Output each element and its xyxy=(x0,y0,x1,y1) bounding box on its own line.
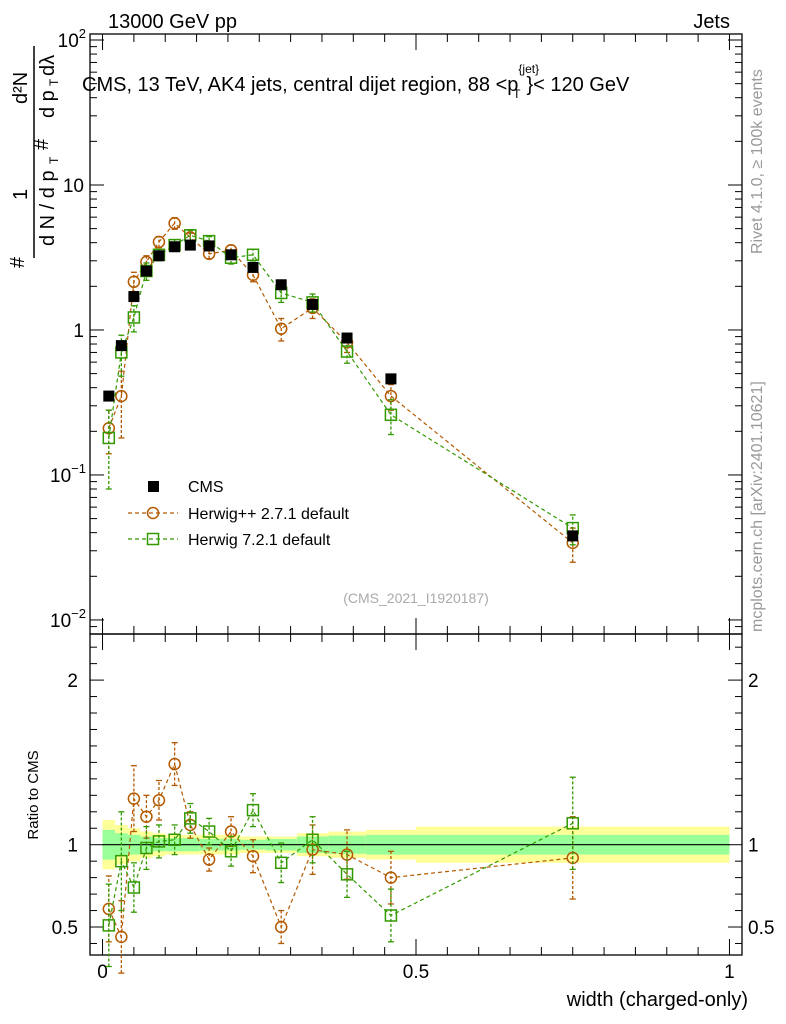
cms-point xyxy=(567,530,579,542)
legend-label-herwig7: Herwig 7.2.1 default xyxy=(188,532,331,549)
cms-point xyxy=(225,249,237,261)
legend-label-cms: CMS xyxy=(188,479,224,496)
main-y-tick-label: 10 xyxy=(63,176,84,197)
header-right: Jets xyxy=(693,11,730,33)
herwig7-point xyxy=(102,431,116,445)
header-left: 13000 GeV pp xyxy=(108,11,237,33)
cms-point xyxy=(307,298,319,310)
ratio-herwig7-point xyxy=(384,909,398,922)
ratio-y-tick-label-right: 1 xyxy=(748,836,759,857)
ratio-herwigpp-point xyxy=(127,792,141,805)
ratio-herwig7-point xyxy=(102,919,116,932)
side-text-rivet: Rivet 4.1.0, ≥ 100k events xyxy=(749,69,766,254)
cms-point xyxy=(115,340,127,352)
ylabel-dpt-sub: T xyxy=(47,78,61,86)
main-y-tick-label: 102 xyxy=(58,26,86,52)
herwigpp-line xyxy=(108,222,574,544)
ratio-herwig7-point xyxy=(115,854,128,868)
cms-point xyxy=(203,240,215,252)
analysis-watermark: (CMS_2021_I1920187) xyxy=(343,590,489,606)
main-y-tick-label: 1 xyxy=(73,321,84,342)
legend-marker-herwigpp xyxy=(146,506,160,520)
ratio-herwig7-point xyxy=(168,833,181,847)
cms-point xyxy=(128,291,140,303)
herwigpp-point xyxy=(168,216,181,230)
ratio-y-tick-label: 2 xyxy=(67,671,78,692)
cms-point xyxy=(153,250,165,262)
cms-point xyxy=(275,279,287,291)
ratio-herwig7-point xyxy=(224,845,238,858)
herwigpp-point xyxy=(152,235,166,249)
ratio-herwigpp-point xyxy=(140,810,153,823)
ylabel-hash2: # xyxy=(31,138,53,150)
cms-point xyxy=(169,241,181,253)
side-text-mcplots: mcplots.cern.ch [arXiv:2401.10621] xyxy=(749,381,766,632)
main-y-tick-label: 10−1 xyxy=(50,461,86,487)
ratio-herwigpp-point xyxy=(202,853,216,866)
ratio-x-tick-label: 0.5 xyxy=(403,962,429,983)
ylabel-denominator: d N / d p xyxy=(37,170,59,246)
legend: CMS Herwig++ 2.7.1 default Herwig 7.2.1 … xyxy=(128,479,350,549)
ratio-herwigpp-point xyxy=(384,871,398,884)
ratio-herwig7-point xyxy=(202,825,216,838)
x-axis-label: width (charged-only) xyxy=(566,989,748,1011)
ratio-herwig7-point xyxy=(152,835,166,848)
ratio-herwig7-point xyxy=(127,881,141,894)
ratio-herwigpp-point xyxy=(115,930,128,944)
cms-point xyxy=(385,373,397,385)
ratio-herwig7-point xyxy=(566,817,579,830)
ratio-herwig7-point xyxy=(274,856,288,870)
ratio-herwigpp-point xyxy=(224,825,238,838)
ratio-herwig7-point xyxy=(140,841,153,855)
cms-point xyxy=(341,332,353,344)
plot-title-main: CMS, 13 TeV, AK4 jets, central dijet reg… xyxy=(82,74,518,96)
ratio-ylabel: Ratio to CMS xyxy=(25,750,42,839)
herwig7-point xyxy=(384,408,398,422)
ratio-y-tick-label-right: 2 xyxy=(748,671,759,692)
ratio-herwigpp-point xyxy=(274,920,288,934)
ylabel-hash: # xyxy=(7,256,29,268)
main-plot: 10−2 10−1 1 10 102 xyxy=(50,26,743,635)
legend-marker-herwig7 xyxy=(146,532,160,546)
cms-point xyxy=(184,239,196,251)
herwigpp-point xyxy=(115,389,128,403)
ylabel-one: 1 xyxy=(10,189,32,200)
ratio-y-tick-label: 0.5 xyxy=(52,918,78,939)
ratio-herwig7-line xyxy=(108,808,574,926)
plot-title: CMS, 13 TeV, AK4 jets, central dijet reg… xyxy=(82,62,630,101)
plot-title-sup: {jet} xyxy=(518,62,539,76)
ylabel-d2n: d²N xyxy=(10,72,32,104)
ratio-herwigpp-point xyxy=(246,849,260,863)
ratio-y-tick-label-right: 0.5 xyxy=(748,918,774,939)
ylabel-dlambda: dλ xyxy=(37,55,59,76)
ylabel-dpt: d p xyxy=(37,90,59,118)
herwigpp-point xyxy=(274,322,288,335)
ratio-herwig7-point xyxy=(184,812,197,825)
ratio-x-tick-label: 0 xyxy=(97,962,108,983)
ratio-herwig7-point xyxy=(306,833,319,847)
main-y-tick-label: 10−2 xyxy=(50,606,86,632)
ylabel-denominator-sub: T xyxy=(47,156,61,164)
plot-title-sub: T xyxy=(513,87,521,101)
ratio-y-tick-label: 1 xyxy=(67,836,78,857)
ratio-x-tick-label: 1 xyxy=(724,962,735,983)
ratio-plot: 0 0.5 1 0.5 0.5 1 1 2 2 xyxy=(52,633,774,983)
cms-point xyxy=(103,390,115,402)
cms-point xyxy=(247,261,259,273)
ratio-herwig7-point xyxy=(340,868,354,881)
herwigpp-point xyxy=(127,275,141,289)
herwig7-point xyxy=(340,345,354,358)
y-axis-label: # 1 d N / d p T # d²N d p T dλ xyxy=(7,46,61,268)
herwig7-point xyxy=(246,248,260,262)
herwig7-point xyxy=(127,311,141,324)
cms-point xyxy=(140,265,152,277)
legend-marker-cms xyxy=(148,481,159,492)
ratio-herwigpp-point xyxy=(152,794,166,807)
ratio-herwigpp-point xyxy=(168,757,181,771)
plot-title-tail: }< 120 GeV xyxy=(526,74,630,96)
ratio-herwig7-point xyxy=(246,803,260,817)
legend-label-herwigpp: Herwig++ 2.7.1 default xyxy=(188,506,350,523)
